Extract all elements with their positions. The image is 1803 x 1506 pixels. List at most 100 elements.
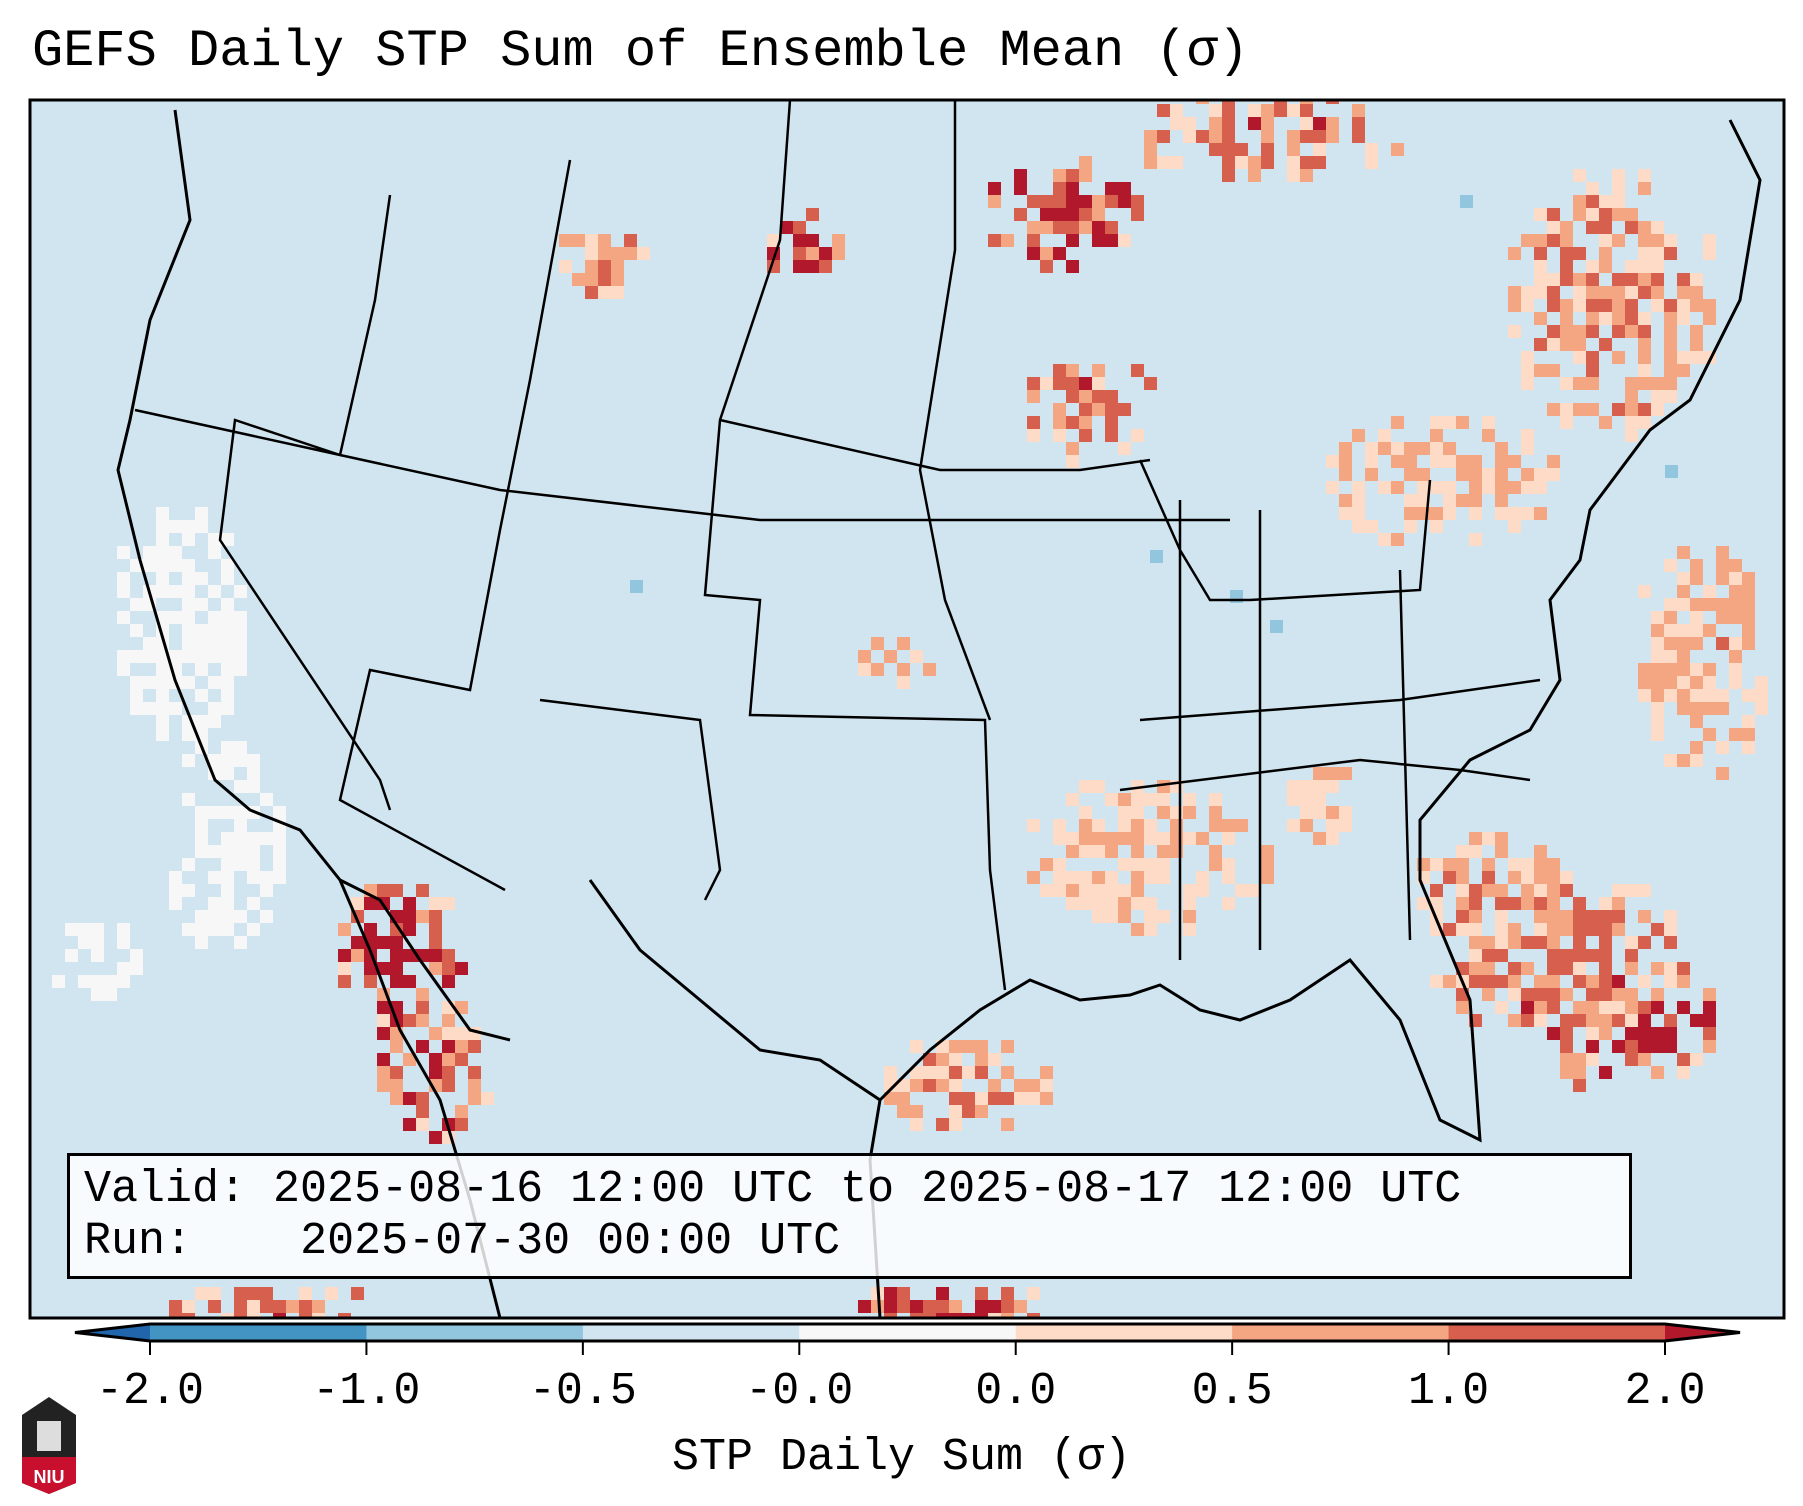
stp-cell <box>1612 169 1625 182</box>
stp-cell <box>1079 871 1092 884</box>
stp-cell <box>1664 754 1677 767</box>
stp-cell <box>1222 832 1235 845</box>
stp-cell <box>1365 455 1378 468</box>
stp-cell <box>377 1079 390 1092</box>
stp-cell <box>1066 221 1079 234</box>
stp-cell <box>286 1300 299 1313</box>
stp-cell <box>221 572 234 585</box>
stp-cell <box>156 689 169 702</box>
stp-cell <box>1118 832 1131 845</box>
stp-cell <box>1144 819 1157 832</box>
stp-cell <box>429 949 442 962</box>
stp-cell <box>1547 1001 1560 1014</box>
stp-cell <box>1196 832 1209 845</box>
stp-cell <box>962 1313 975 1318</box>
stp-cell <box>1313 156 1326 169</box>
stp-cell <box>630 580 643 593</box>
stp-cell <box>1586 1014 1599 1027</box>
stp-cell <box>1560 988 1573 1001</box>
stp-cell <box>1222 130 1235 143</box>
stp-cell <box>247 754 260 767</box>
stp-cell <box>195 923 208 936</box>
stp-cell <box>910 1040 923 1053</box>
stp-cell <box>1222 117 1235 130</box>
colorbar-tick-label: -2.0 <box>95 1366 205 1417</box>
stp-cell <box>1690 689 1703 702</box>
stp-cell <box>1651 624 1664 637</box>
stp-cell <box>1573 1053 1586 1066</box>
stp-cell <box>1469 884 1482 897</box>
stp-cell <box>156 507 169 520</box>
stp-cell <box>1105 910 1118 923</box>
stp-cell <box>1716 637 1729 650</box>
stp-cell <box>1261 156 1274 169</box>
stp-cell <box>1586 221 1599 234</box>
stp-cell <box>1534 260 1547 273</box>
stp-cell <box>195 624 208 637</box>
stp-cell <box>1326 117 1339 130</box>
stp-cell <box>1391 455 1404 468</box>
stp-cell <box>1703 299 1716 312</box>
stp-cell <box>1521 871 1534 884</box>
stp-cell <box>1547 403 1560 416</box>
stp-cell <box>247 923 260 936</box>
colorbar-bin <box>1232 1324 1450 1341</box>
stp-cell <box>884 650 897 663</box>
stp-cell <box>1638 247 1651 260</box>
stp-cell <box>1586 260 1599 273</box>
stp-cell <box>1586 273 1599 286</box>
stp-cell <box>1573 936 1586 949</box>
stp-cell <box>1534 208 1547 221</box>
stp-cell <box>1443 481 1456 494</box>
stp-cell <box>416 1105 429 1118</box>
stp-cell <box>1599 338 1612 351</box>
stp-cell <box>910 650 923 663</box>
stp-cell <box>234 1313 247 1318</box>
stp-cell <box>1664 234 1677 247</box>
stp-cell <box>1001 1300 1014 1313</box>
stp-cell <box>390 1066 403 1079</box>
stp-cell <box>1742 624 1755 637</box>
stp-cell <box>1547 221 1560 234</box>
stp-cell <box>1261 845 1274 858</box>
stp-cell <box>1352 507 1365 520</box>
stp-cell <box>1118 806 1131 819</box>
stp-cell <box>1105 832 1118 845</box>
stp-cell <box>1066 195 1079 208</box>
stp-cell <box>1573 1014 1586 1027</box>
stp-cell <box>1534 871 1547 884</box>
stp-cell <box>1339 442 1352 455</box>
stp-cell <box>169 585 182 598</box>
stp-cell <box>923 663 936 676</box>
run-value: 2025-07-30 00:00 UTC <box>300 1216 841 1267</box>
stp-cell <box>1677 702 1690 715</box>
stp-cell <box>1105 221 1118 234</box>
stp-cell <box>1066 897 1079 910</box>
stp-cell <box>1560 234 1573 247</box>
stp-cell <box>884 1287 897 1300</box>
stp-cell <box>585 234 598 247</box>
stp-cell <box>156 559 169 572</box>
stp-cell <box>1131 923 1144 936</box>
stp-cell <box>1287 130 1300 143</box>
stp-cell <box>1443 858 1456 871</box>
stp-cell <box>1131 884 1144 897</box>
stp-cell <box>143 546 156 559</box>
stp-cell <box>1027 247 1040 260</box>
stp-cell <box>1547 364 1560 377</box>
stp-cell <box>1508 481 1521 494</box>
stp-cell <box>1027 234 1040 247</box>
stp-cell <box>221 689 234 702</box>
stp-cell <box>1677 598 1690 611</box>
stp-cell <box>1547 273 1560 286</box>
stp-cell <box>221 611 234 624</box>
stp-cell <box>1183 806 1196 819</box>
stp-cell <box>1456 858 1469 871</box>
stp-cell <box>1534 234 1547 247</box>
stp-cell <box>1651 702 1664 715</box>
stp-cell <box>1664 611 1677 624</box>
stp-cell <box>1534 923 1547 936</box>
stp-cell <box>806 247 819 260</box>
stp-cell <box>1534 312 1547 325</box>
